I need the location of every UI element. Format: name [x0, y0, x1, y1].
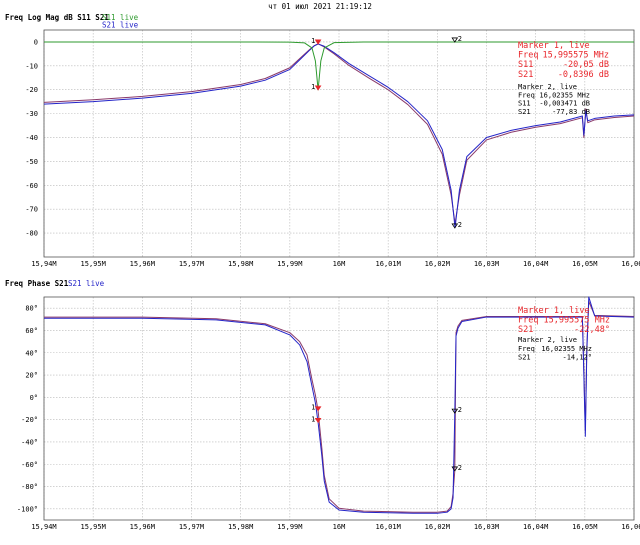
y-tick-label: -10 — [25, 62, 38, 70]
marker-box-title: Marker 2, live — [518, 336, 577, 344]
marker-box-value: -0,8396 dB — [558, 70, 609, 80]
marker-box-key: S21 — [518, 108, 531, 116]
legend-entry: S11 live — [102, 13, 139, 22]
x-tick-label: 16,01M — [376, 523, 401, 531]
marker-box-key: S21 — [518, 70, 533, 80]
plot-frame — [43, 29, 635, 258]
marker-triangle — [314, 406, 322, 412]
y-tick-label: -60 — [25, 182, 38, 190]
x-tick-label: 16,05M — [572, 523, 597, 531]
marker-box-value: 16,02355 MHz — [539, 91, 590, 99]
x-tick-label: 16,04M — [523, 523, 548, 531]
chart-title: Freq Log Mag dB S11 S21 — [5, 13, 109, 22]
x-tick-label: 16,02M — [425, 260, 450, 268]
x-tick-label: 15,96M — [130, 523, 155, 531]
x-tick-label: 16M — [333, 260, 346, 268]
marker-box-value: -0,003471 dB — [539, 100, 590, 108]
x-tick-label: 15,94M — [31, 523, 56, 531]
marker-box-value: 15,995575 MHz — [543, 316, 610, 326]
marker-label: 1 — [311, 415, 315, 423]
marker-triangle — [451, 37, 459, 43]
x-tick-label: 16,01M — [376, 260, 401, 268]
marker-box-key: S21 — [518, 325, 533, 335]
legend-entry: S21 live — [68, 279, 105, 288]
legend-entry: S21 live — [102, 21, 139, 30]
marker-box-key: Freq — [518, 345, 535, 353]
y-tick-label: -80 — [25, 230, 38, 238]
marker-label: 1 — [311, 37, 315, 45]
y-tick-label: -40 — [25, 134, 38, 142]
marker-box-key: Freq — [518, 316, 538, 326]
y-tick-label: -70 — [25, 206, 38, 214]
marker-triangle — [451, 223, 459, 229]
x-tick-label: 16,06M — [621, 260, 640, 268]
x-tick-label: 16,06M — [621, 523, 640, 531]
x-tick-label: 15,95M — [81, 523, 106, 531]
x-tick-label: 15,99M — [277, 260, 302, 268]
y-tick-label: -20 — [25, 86, 38, 94]
marker-box-key: Freq — [518, 51, 538, 61]
marker-label: 1 — [311, 83, 315, 91]
x-tick-label: 15,99M — [277, 523, 302, 531]
y-tick-label: -50 — [25, 158, 38, 166]
x-tick-label: 15,98M — [228, 260, 253, 268]
series-line — [43, 43, 635, 225]
y-tick-label: 20° — [25, 372, 38, 380]
marker-box-key: Freq — [518, 91, 535, 99]
marker-box-value: -20,05 dB — [563, 60, 609, 70]
y-tick-label: -20° — [21, 416, 38, 424]
x-tick-label: 15,97M — [179, 260, 204, 268]
x-tick-label: 16,03M — [474, 523, 499, 531]
x-tick-label: 16,03M — [474, 260, 499, 268]
x-tick-label: 16,02M — [425, 523, 450, 531]
marker-box-value: 15,995575 MHz — [542, 51, 609, 61]
marker-box-key: S11 — [518, 60, 533, 70]
marker-box-value: -22,48° — [574, 325, 610, 335]
plot-frame — [43, 296, 635, 521]
x-tick-label: 16,04M — [523, 260, 548, 268]
y-tick-label: -100° — [17, 505, 38, 513]
chart-title: Freq Phase S21 — [5, 279, 69, 288]
marker-box-key: S21 — [518, 354, 531, 362]
marker-label: 2 — [458, 406, 462, 414]
marker-triangle — [314, 39, 322, 45]
marker-triangle — [314, 85, 322, 91]
marker-box-value: -14,12° — [562, 354, 592, 362]
x-tick-label: 15,94M — [31, 260, 56, 268]
phase-chart: Freq Phase S21 S21 live 15,94M 15,95M 15,96M… — [5, 279, 640, 531]
marker-label: 1 — [311, 404, 315, 412]
y-tick-label: 0 — [34, 38, 38, 46]
marker-box-title: Marker 1, live — [518, 41, 590, 51]
y-tick-label: -40° — [21, 438, 38, 446]
y-tick-label: 40° — [25, 349, 38, 357]
marker-box-title: Marker 2, live — [518, 83, 577, 91]
marker-label: 2 — [458, 221, 462, 229]
x-tick-label: 15,97M — [179, 523, 204, 531]
marker-box-value: 16,02355 MHz — [541, 345, 592, 353]
y-tick-label: 80° — [25, 305, 38, 313]
x-tick-label: 15,98M — [228, 523, 253, 531]
x-tick-label: 15,96M — [130, 260, 155, 268]
x-tick-label: 16M — [333, 523, 346, 531]
marker-label: 2 — [458, 35, 462, 43]
marker-triangle — [451, 466, 459, 472]
series-line — [43, 43, 635, 229]
y-tick-label: -80° — [21, 483, 38, 491]
y-tick-label: 60° — [25, 327, 38, 335]
timestamp: чт 01 июл 2021 21:19:12 — [268, 2, 372, 11]
marker-triangle — [314, 418, 322, 424]
series-line — [44, 296, 635, 514]
y-tick-label: -30 — [25, 110, 38, 118]
marker-triangle — [451, 408, 459, 414]
x-tick-label: 15,95M — [81, 260, 106, 268]
y-tick-label: 0° — [30, 394, 38, 402]
marker-box-key: S11 — [518, 100, 531, 108]
y-tick-label: -60° — [21, 461, 38, 469]
x-tick-label: 16,05M — [572, 260, 597, 268]
marker-label: 2 — [458, 464, 462, 472]
marker-box-title: Marker 1, live — [518, 306, 590, 316]
marker-box-value: -77,83 dB — [552, 108, 590, 116]
